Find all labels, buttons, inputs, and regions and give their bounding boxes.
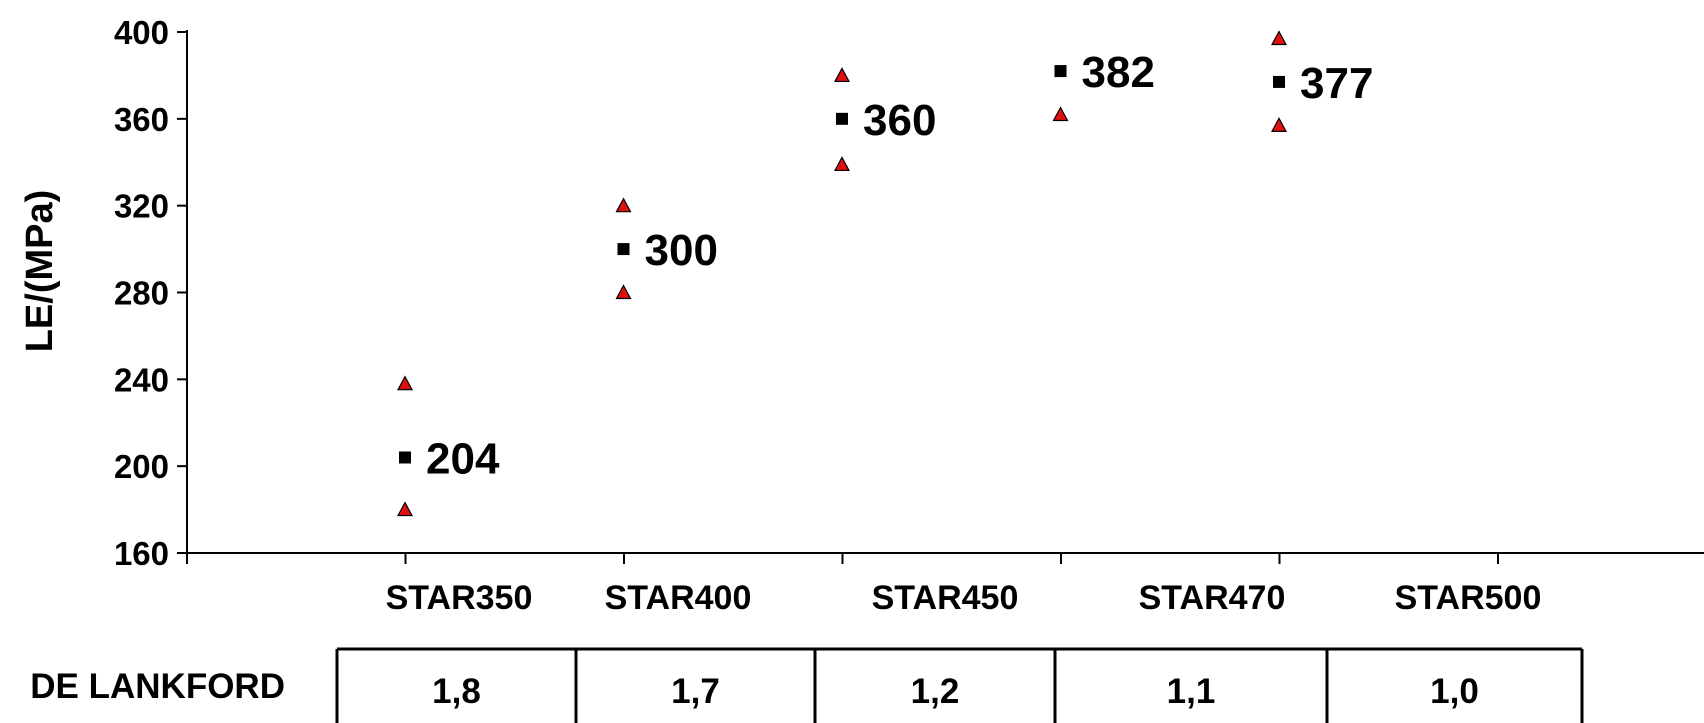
mean-point	[836, 112, 848, 125]
lankford-table: DE LANKFORD 1,8 1,7 1,2 1,1 1,0	[30, 647, 1584, 723]
table-value: 1,8	[432, 672, 481, 711]
x-category-label: STAR500	[1395, 579, 1542, 617]
data-marks: 204 300 360 382 377	[396, 30, 1373, 517]
range-point	[833, 156, 851, 172]
axes	[186, 30, 1704, 554]
x-category-label: STAR450	[872, 579, 1019, 617]
range-point	[615, 197, 632, 213]
range-point	[833, 67, 851, 83]
y-tick-label: 240	[114, 361, 169, 398]
data-label: 382	[1082, 48, 1155, 97]
range-point	[396, 375, 414, 391]
y-tick-label: 280	[114, 275, 169, 312]
table-value: 1,0	[1430, 672, 1479, 711]
range-point	[615, 284, 632, 300]
data-label: 204	[426, 434, 500, 483]
y-tick-label: 320	[114, 188, 169, 225]
range-point	[1270, 30, 1288, 46]
x-category-label: STAR350	[386, 579, 533, 617]
x-category-label: STAR400	[605, 579, 752, 617]
mean-point	[617, 243, 630, 256]
x-ticks: STAR350 STAR400 STAR450 STAR470 STAR500	[186, 553, 1542, 617]
data-label: 360	[863, 96, 936, 145]
range-point	[1052, 106, 1069, 122]
table-value: 1,7	[671, 672, 720, 711]
y-ticks: 160 200 240 280 320 360 400	[114, 14, 187, 572]
y-tick-label: 400	[114, 14, 169, 51]
data-label: 300	[645, 226, 718, 275]
table-value: 1,1	[1167, 672, 1216, 711]
y-tick-label: 160	[114, 535, 169, 572]
data-label: 377	[1300, 59, 1373, 108]
mean-point	[399, 451, 411, 464]
y-axis-label: LE/(MPa)	[19, 190, 61, 353]
y-tick-label: 200	[114, 448, 169, 485]
x-category-label: STAR470	[1139, 579, 1286, 617]
range-point	[1270, 117, 1288, 132]
table-label: DE LANKFORD	[30, 667, 285, 706]
table-value: 1,2	[911, 672, 960, 711]
mean-point	[1273, 75, 1285, 88]
mean-point	[1054, 65, 1067, 78]
y-tick-label: 360	[114, 101, 169, 138]
range-point	[396, 501, 414, 517]
